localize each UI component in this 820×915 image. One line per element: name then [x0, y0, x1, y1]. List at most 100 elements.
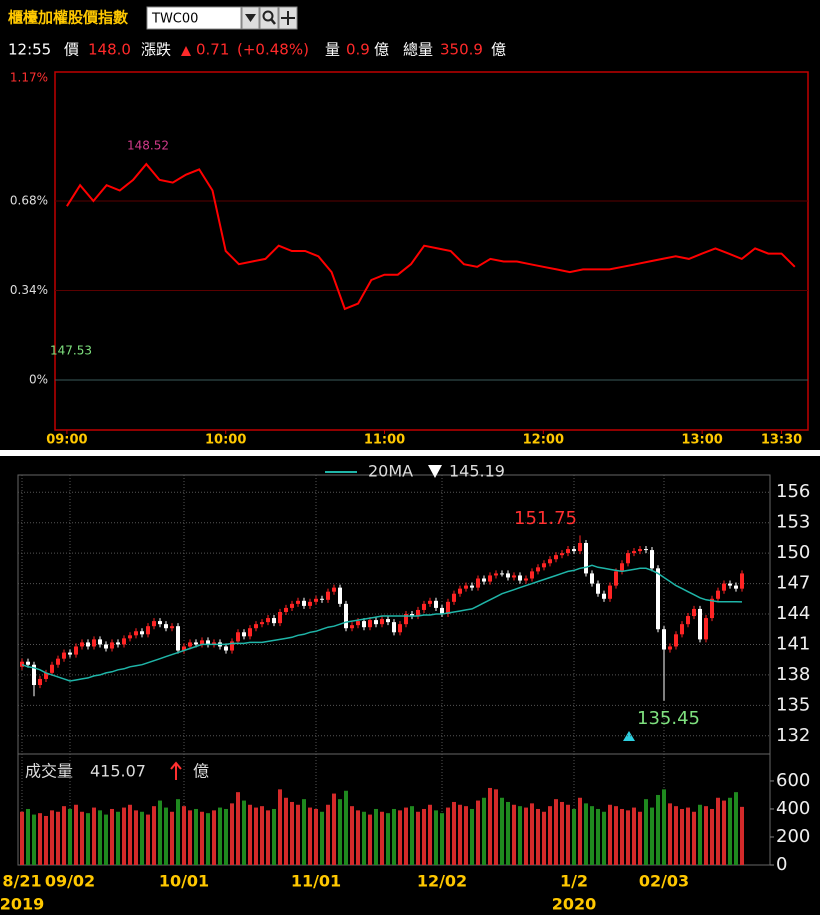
candle-body: [662, 629, 666, 650]
volume-bar: [446, 807, 450, 865]
volume-bar: [230, 803, 234, 865]
volume-bar: [554, 799, 558, 865]
volume-value: 415.07: [90, 762, 146, 781]
candle-body: [488, 575, 492, 582]
volume-bar: [134, 810, 138, 865]
candle-body: [536, 567, 540, 572]
candle-body: [356, 621, 360, 626]
x-tick-label: 10:00: [205, 433, 246, 448]
low-annotation: 147.53: [50, 344, 92, 358]
up-arrow: [181, 46, 191, 56]
volume-bar: [410, 806, 414, 865]
volume-bar: [32, 814, 36, 865]
candle-body: [728, 583, 732, 586]
candle-body: [98, 639, 102, 645]
candle-body: [278, 611, 282, 624]
volume-bar: [80, 811, 84, 865]
x-tick-label: 12:00: [523, 433, 564, 448]
quote: 12:55 價 148.0 漲跌 0.71 (+0.48%) 量 0.9 億 總…: [8, 41, 506, 59]
volume-bar: [260, 806, 264, 865]
candle-body: [680, 624, 684, 635]
volume-bar: [626, 810, 630, 865]
volume-bar: [284, 797, 288, 865]
volume-bar: [596, 808, 600, 865]
x-tick-label: 11:00: [364, 433, 405, 448]
x-tick-label: 1/2: [560, 872, 588, 891]
volume-bar: [608, 804, 612, 865]
volume-bar: [128, 804, 132, 865]
candle-body: [626, 553, 630, 564]
y-tick-label: 0.68%: [10, 193, 48, 207]
candle-body: [116, 642, 120, 645]
volume-bar: [458, 804, 462, 865]
candle-body: [452, 593, 456, 602]
candle-body: [368, 620, 372, 628]
code-text: TWC00: [151, 12, 198, 27]
volume-bar: [62, 806, 66, 865]
volume-bar: [644, 799, 648, 865]
volume-bar: [536, 808, 540, 865]
volume-bar: [158, 800, 162, 865]
candle-body: [230, 641, 234, 651]
candle-body: [740, 573, 744, 589]
candle-body: [638, 549, 642, 552]
volume-bar: [272, 808, 276, 865]
volume-bar: [674, 806, 678, 865]
y-tick-label: 138: [776, 664, 810, 685]
candle-body: [86, 642, 90, 647]
candle-body: [182, 646, 186, 651]
volume-bar: [200, 811, 204, 865]
volume-bar: [686, 807, 690, 865]
candle-body: [698, 608, 702, 640]
code-input[interactable]: [146, 6, 242, 30]
candle-body: [584, 542, 588, 574]
volume-bar: [710, 808, 714, 865]
legend-name: 20MA: [368, 462, 413, 481]
volume-bar: [212, 810, 216, 865]
volume-bar: [584, 803, 588, 865]
volume-bar: [470, 808, 474, 865]
volume-bar: [734, 792, 738, 865]
volume-bar: [188, 810, 192, 865]
volume-bar: [482, 797, 486, 865]
candle-body: [74, 646, 78, 655]
candle-body: [482, 578, 486, 582]
volume-bar: [632, 807, 636, 865]
volume-bar: [26, 808, 30, 865]
candle-body: [284, 607, 288, 612]
dropdown-icon: [245, 14, 256, 22]
candle-body: [518, 575, 522, 581]
x-tick-label: 8/21: [2, 872, 41, 891]
volume-bar: [380, 811, 384, 865]
legend-value: 145.19: [449, 462, 505, 481]
search-button[interactable]: [259, 6, 279, 30]
candle-body: [476, 578, 480, 588]
x-tick-label: 13:30: [761, 433, 802, 448]
candle-body: [428, 600, 432, 604]
candle-body: [614, 571, 618, 586]
vol-label: 量: [325, 41, 340, 59]
candle-body: [194, 642, 198, 645]
candle-body: [302, 600, 306, 606]
volume-bar: [386, 813, 390, 865]
candle-body: [248, 628, 252, 637]
y-tick-label: 147: [776, 573, 810, 594]
candle-body: [458, 588, 462, 594]
candle-body: [650, 550, 654, 569]
candle-body: [38, 678, 42, 686]
candle-body: [62, 652, 66, 659]
candle-body: [602, 593, 606, 599]
volume-bar: [50, 810, 54, 865]
volume-bar: [356, 810, 360, 865]
candle-body: [494, 573, 498, 576]
volume-bar: [494, 789, 498, 865]
volume-bar: [68, 808, 72, 865]
volume-bar: [44, 815, 48, 865]
volume-bar: [266, 810, 270, 865]
volume-bar: [506, 801, 510, 865]
volume-bar: [152, 806, 156, 865]
volume-bar: [176, 799, 180, 865]
volume-bar: [218, 807, 222, 865]
